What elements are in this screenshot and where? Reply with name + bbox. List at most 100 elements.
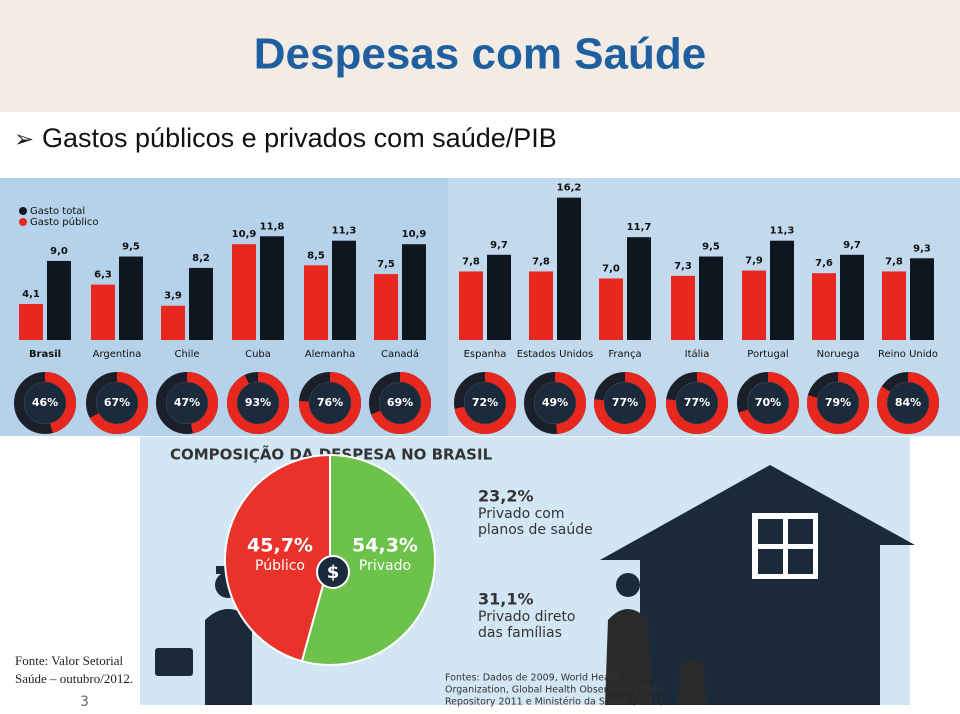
source-text: Repository 2011 e Ministério da Saúde (2… — [445, 697, 663, 708]
bar — [627, 237, 651, 340]
bar — [671, 275, 695, 340]
dollar-sign: $ — [327, 562, 340, 583]
annotation-text: Privado com — [478, 506, 565, 522]
value-label: 7,6 — [815, 258, 833, 269]
value-label: 9,7 — [843, 240, 861, 251]
pie-category-label: Privado — [359, 558, 411, 574]
bar — [599, 278, 623, 340]
value-label: 7,9 — [745, 256, 763, 267]
bullet-text: Gastos públicos e privados com saúde/PIB — [42, 123, 557, 153]
category-label: Canadá — [381, 348, 419, 360]
source-text: Organization, Global Health Observatory … — [445, 685, 664, 696]
donut-label: 49% — [542, 396, 568, 409]
value-label: 7,8 — [885, 256, 903, 267]
donut-label: 77% — [612, 396, 638, 409]
bar — [742, 270, 766, 340]
value-label: 8,2 — [192, 253, 210, 264]
bar — [557, 197, 581, 340]
value-label: 9,5 — [122, 242, 140, 253]
value-label: 3,9 — [164, 291, 182, 302]
value-label: 16,2 — [557, 183, 582, 194]
donut-arc — [299, 372, 361, 434]
legend-swatch — [19, 218, 27, 226]
legend-swatch — [19, 207, 27, 215]
donut-label: 72% — [472, 396, 498, 409]
pie-category-label: Público — [255, 558, 305, 574]
donut-label: 70% — [755, 396, 781, 409]
annotation-value: 23,2% — [478, 487, 534, 506]
donut-arc — [454, 372, 516, 434]
donut-center — [534, 382, 576, 424]
bar — [161, 305, 185, 340]
donut-center — [237, 382, 279, 424]
bar — [699, 256, 723, 340]
donut-arc — [227, 372, 289, 434]
donut-label: 79% — [825, 396, 851, 409]
house — [600, 465, 915, 705]
donut-label: 69% — [387, 396, 413, 409]
donut-center — [24, 382, 66, 424]
donut-label: 47% — [174, 396, 200, 409]
bar — [232, 244, 256, 340]
bar — [459, 271, 483, 340]
bar — [189, 267, 213, 340]
category-label: Espanha — [464, 349, 507, 360]
bullet-icon: ➢ — [14, 125, 34, 153]
value-label: 7,0 — [602, 263, 620, 274]
value-label: 11,3 — [770, 226, 795, 237]
value-label: 10,9 — [232, 229, 257, 240]
bar — [840, 254, 864, 340]
donut-arc — [877, 372, 939, 434]
legend-label: Gasto público — [30, 216, 99, 228]
value-label: 8,5 — [307, 250, 325, 261]
category-label: Itália — [685, 348, 710, 360]
donut-center — [747, 382, 789, 424]
bar — [19, 303, 43, 340]
category-label: Reino Unido — [878, 349, 938, 360]
donut-arc — [666, 372, 728, 434]
annotation-text: planos de saúde — [478, 522, 593, 538]
bar — [402, 244, 426, 340]
category-label: Chile — [174, 349, 199, 360]
slide-title: Despesas com Saúde — [254, 30, 706, 79]
value-label: 7,3 — [674, 261, 692, 272]
pie-value-label: 45,7% — [247, 535, 313, 557]
donut-label: 76% — [317, 396, 343, 409]
category-label: Alemanha — [305, 349, 355, 360]
bar — [374, 274, 398, 340]
value-label: 7,8 — [532, 256, 550, 267]
dollar-icon — [316, 555, 350, 589]
bar — [47, 260, 71, 340]
donut-label: 46% — [32, 396, 58, 409]
value-label: 6,3 — [94, 270, 112, 281]
bar — [910, 258, 934, 340]
category-label: Portugal — [747, 349, 788, 360]
donut-center — [96, 382, 138, 424]
bar — [304, 265, 328, 340]
annotation-text: Privado direto — [478, 609, 576, 625]
donut-arc — [44, 372, 76, 434]
donut-arc — [554, 372, 586, 434]
donut-center — [379, 382, 421, 424]
annotation-text: das famílias — [478, 625, 562, 641]
donut-label: 93% — [245, 396, 271, 409]
pie-slice — [300, 453, 436, 666]
value-label: 4,1 — [22, 289, 40, 300]
donut-center — [676, 382, 718, 424]
bar — [487, 254, 511, 340]
footnote: Fonte: Valor Setorial — [15, 653, 123, 668]
value-label: 7,5 — [377, 259, 395, 270]
donut-label: 67% — [104, 396, 130, 409]
bar — [882, 271, 906, 340]
donut-arc — [594, 372, 656, 434]
pie-slice — [224, 453, 331, 663]
header-band — [0, 0, 960, 112]
bar — [812, 273, 836, 340]
bar — [119, 256, 143, 340]
donut-arc — [371, 372, 431, 434]
bar — [91, 284, 115, 340]
donut-center — [309, 382, 351, 424]
value-label: 9,7 — [490, 240, 508, 251]
bar — [529, 271, 553, 340]
